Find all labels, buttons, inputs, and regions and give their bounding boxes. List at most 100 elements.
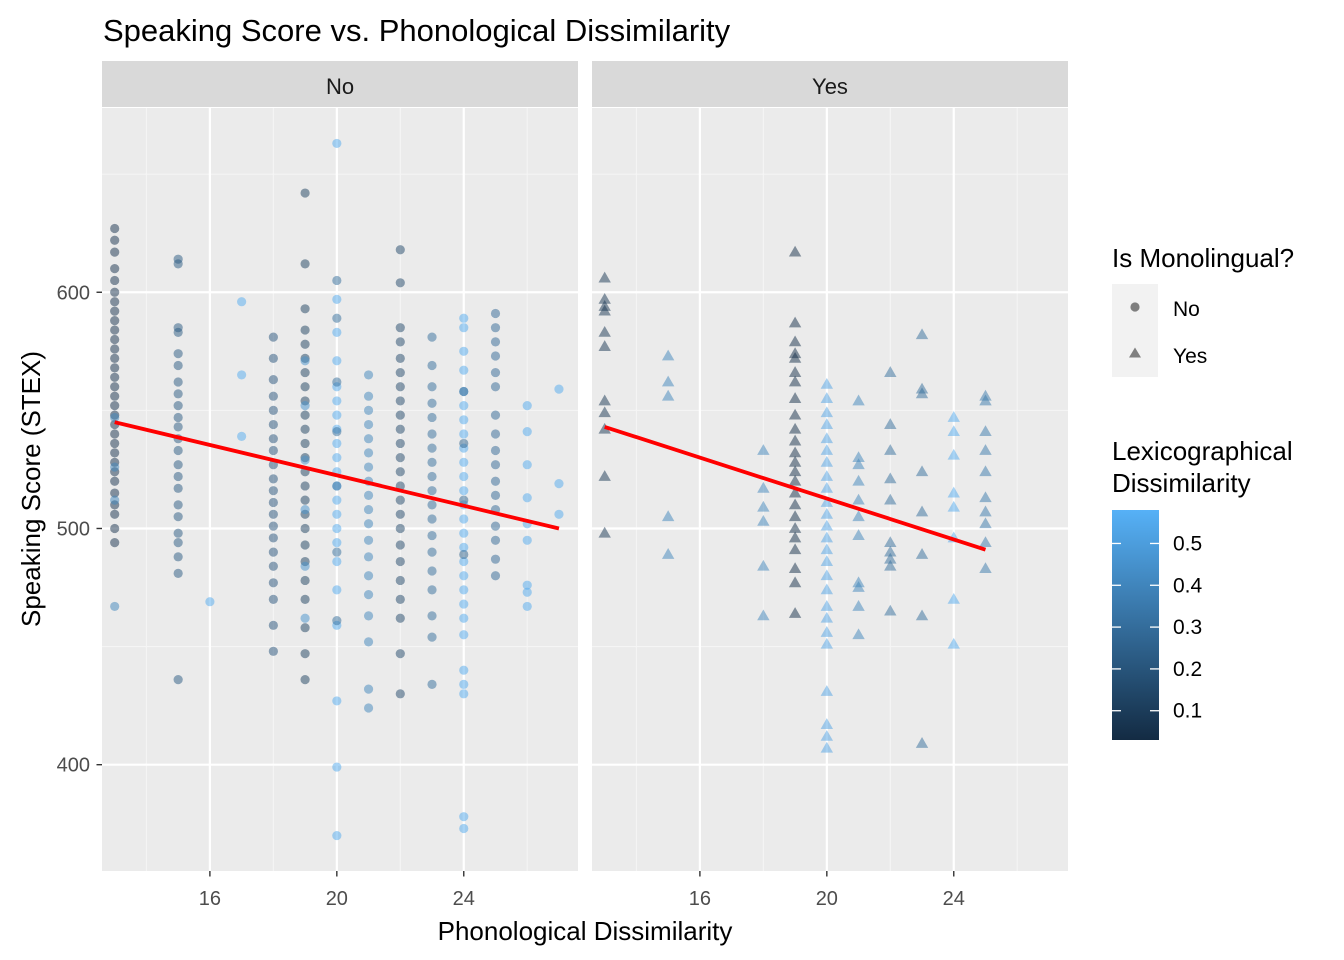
chart-title: Speaking Score vs. Phonological Dissimil… xyxy=(103,13,731,48)
data-point xyxy=(427,360,437,371)
data-point xyxy=(979,517,992,529)
data-point xyxy=(427,514,437,524)
data-point xyxy=(300,356,310,366)
data-point xyxy=(598,340,611,351)
x-tick-label: 16 xyxy=(199,888,221,910)
data-point xyxy=(490,308,501,319)
data-point xyxy=(300,382,310,392)
data-point xyxy=(459,514,469,524)
data-point xyxy=(884,559,897,571)
data-point xyxy=(757,514,770,526)
colorbar-tick-label: 0.4 xyxy=(1173,574,1203,597)
data-point xyxy=(884,418,897,429)
data-point xyxy=(788,375,802,387)
facet-strip-label-yes: Yes xyxy=(812,74,848,99)
data-point xyxy=(490,476,501,486)
data-point xyxy=(598,292,611,304)
data-point xyxy=(757,500,770,512)
data-point xyxy=(947,637,960,649)
data-point xyxy=(490,554,501,564)
data-point xyxy=(110,382,120,392)
data-point xyxy=(300,410,310,420)
data-point xyxy=(332,481,342,491)
data-point xyxy=(395,649,405,659)
colorbar-tick-label: 0.5 xyxy=(1173,532,1202,555)
data-point xyxy=(788,434,802,446)
data-point xyxy=(363,434,374,444)
color-legend-title-line-2: Dissimilarity xyxy=(1112,468,1251,498)
data-point xyxy=(395,467,405,477)
data-point xyxy=(554,384,564,394)
facet-strip-yes xyxy=(592,61,1068,107)
data-point xyxy=(788,562,802,574)
data-point xyxy=(915,465,929,477)
shape-legend: Is Monolingual? No Yes xyxy=(1112,243,1294,377)
data-point xyxy=(173,401,183,411)
data-point xyxy=(237,431,247,441)
data-point xyxy=(173,254,183,264)
data-point xyxy=(268,434,278,444)
data-point xyxy=(459,457,469,467)
data-point xyxy=(268,405,278,415)
data-point xyxy=(268,497,278,508)
data-point xyxy=(788,543,802,555)
data-point xyxy=(459,471,469,482)
data-point xyxy=(788,446,802,458)
data-point xyxy=(820,626,834,637)
data-point xyxy=(332,138,342,149)
data-point xyxy=(110,306,120,316)
colorbar-tick-label: 0.2 xyxy=(1173,658,1202,681)
data-point xyxy=(427,679,437,689)
data-point xyxy=(979,536,992,548)
data-point xyxy=(395,523,405,534)
data-point xyxy=(363,370,374,380)
data-point xyxy=(332,427,342,437)
data-point xyxy=(205,597,215,607)
data-point xyxy=(459,323,469,333)
data-point xyxy=(268,474,278,484)
data-point xyxy=(598,300,611,311)
data-point xyxy=(852,600,865,611)
data-point xyxy=(363,462,374,472)
data-point xyxy=(110,488,120,498)
shape-legend-key-bg xyxy=(1112,284,1158,377)
data-point xyxy=(490,351,501,361)
data-point xyxy=(427,585,437,595)
data-point xyxy=(332,438,342,449)
data-point xyxy=(268,521,278,531)
data-point xyxy=(300,259,310,269)
data-point xyxy=(268,419,278,430)
data-point xyxy=(979,505,992,517)
data-point xyxy=(268,486,278,496)
data-point xyxy=(110,495,120,505)
data-point xyxy=(661,349,675,361)
data-point xyxy=(110,247,120,257)
trend-line xyxy=(604,425,987,552)
data-point xyxy=(852,510,865,522)
data-point xyxy=(820,531,834,543)
data-point xyxy=(757,444,770,455)
data-point xyxy=(820,729,834,741)
data-point xyxy=(788,486,802,498)
data-point xyxy=(110,538,120,548)
data-point xyxy=(820,555,834,566)
data-point xyxy=(459,438,469,449)
data-point xyxy=(820,718,834,729)
data-point xyxy=(110,448,120,458)
data-point xyxy=(427,457,437,467)
data-point xyxy=(459,679,469,689)
data-point xyxy=(788,531,802,543)
data-point xyxy=(363,571,374,581)
data-point xyxy=(459,528,469,538)
data-point xyxy=(788,408,802,420)
data-point xyxy=(332,547,342,557)
data-point xyxy=(947,592,960,604)
data-point xyxy=(522,427,532,437)
data-point xyxy=(820,611,834,623)
data-point xyxy=(522,587,532,597)
data-point xyxy=(820,741,834,753)
y-tick-label: 600 xyxy=(57,282,90,304)
data-point xyxy=(173,323,183,333)
data-point xyxy=(884,493,897,505)
data-point xyxy=(395,367,405,378)
